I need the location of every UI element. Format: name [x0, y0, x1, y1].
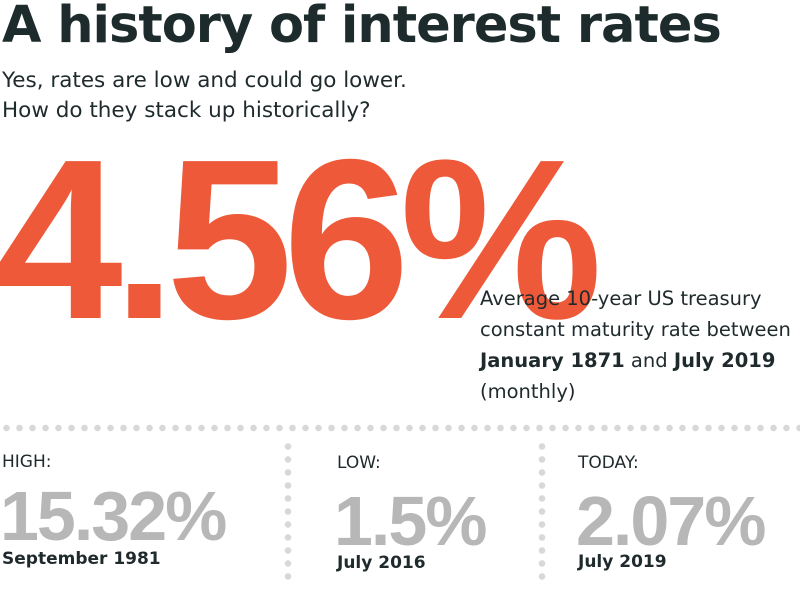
subtitle-line-2: How do they stack up historically?: [2, 98, 371, 123]
page-title: A history of interest rates: [2, 0, 722, 55]
high-date: September 1981: [2, 549, 161, 569]
description-start-date: January 1871: [480, 349, 625, 372]
description-text-3: (monthly): [480, 380, 576, 403]
today-value: 2.07%: [576, 482, 766, 560]
today-date: July 2019: [578, 552, 667, 572]
average-rate-description: Average 10-year US treasury constant mat…: [480, 283, 800, 407]
today-label: TODAY:: [578, 453, 639, 473]
horizontal-dotted-divider: [0, 424, 800, 432]
subtitle-line-1: Yes, rates are low and could go lower.: [2, 68, 407, 93]
subtitle: Yes, rates are low and could go lower. H…: [2, 66, 407, 126]
low-value: 1.5%: [334, 482, 488, 560]
description-text-2: and: [624, 349, 674, 372]
description-end-date: July 2019: [673, 349, 776, 372]
vertical-dotted-divider-1: [284, 440, 292, 585]
vertical-dotted-divider-2: [538, 440, 546, 585]
average-rate-value: 4.56%: [0, 113, 602, 367]
low-label: LOW:: [337, 453, 381, 473]
high-value: 15.32%: [0, 477, 227, 555]
description-text-1: Average 10-year US treasury constant mat…: [480, 287, 791, 341]
low-date: July 2016: [337, 553, 426, 573]
high-label: HIGH:: [2, 452, 52, 472]
